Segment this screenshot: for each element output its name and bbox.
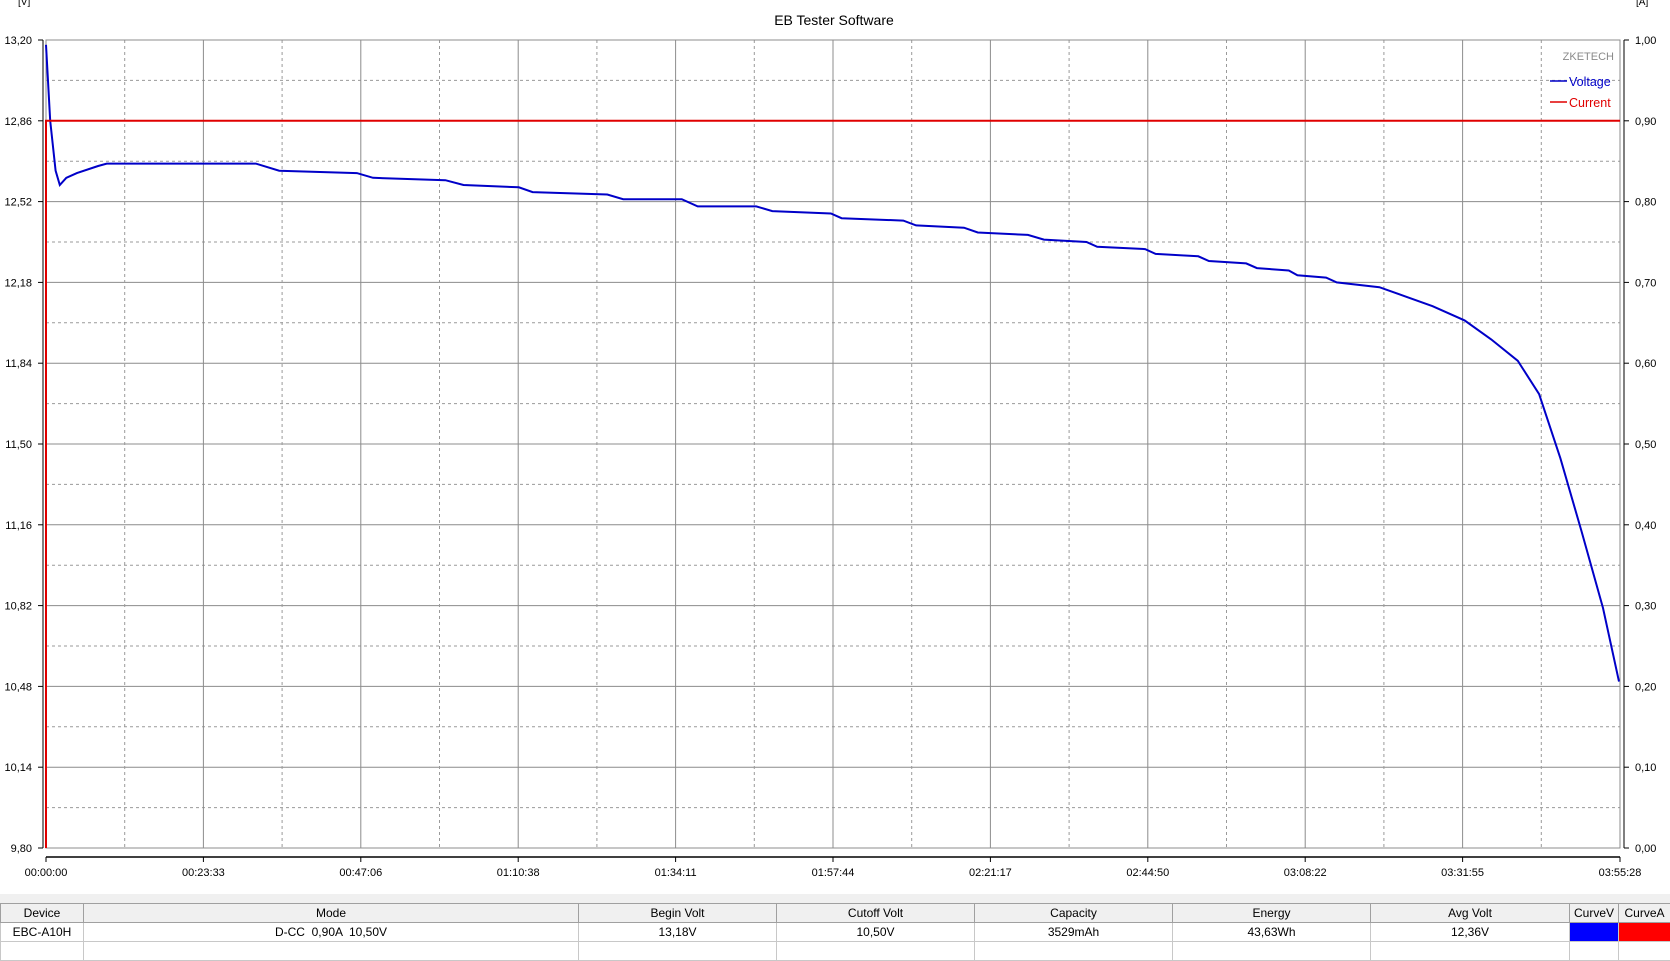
separator-band	[0, 894, 1670, 903]
left-axis-tick-label: 10,82	[4, 601, 32, 613]
header-device[interactable]: Device	[0, 903, 84, 923]
empty-cell	[1370, 941, 1570, 961]
x-axis-tick-label: 00:47:06	[339, 867, 382, 879]
empty-cell	[974, 941, 1173, 961]
cell-curve-v-color[interactable]	[1569, 922, 1619, 942]
right-axis-tick-label: 0,10	[1635, 762, 1656, 774]
x-axis-tick-label: 01:34:11	[655, 867, 697, 879]
empty-cell	[83, 941, 579, 961]
right-axis-tick-label: 0,80	[1635, 197, 1656, 209]
x-axis-tick-label: 03:08:22	[1284, 867, 1327, 879]
x-axis-tick-label: 03:55:28	[1599, 867, 1642, 879]
cell-mode: D-CC 0,90A 10,50V	[83, 922, 579, 942]
table-row[interactable]: EBC-A10H D-CC 0,90A 10,50V 13,18V 10,50V…	[0, 922, 1670, 942]
header-capacity[interactable]: Capacity	[974, 903, 1173, 923]
axes: 13,20 12,86 12,52 12,18 11,84 11,50 11,16 10,82…	[4, 35, 1656, 879]
right-axis-tick-label: 0,90	[1635, 116, 1656, 128]
results-table: Device Mode Begin Volt Cutoff Volt Capac…	[0, 903, 1670, 961]
grid	[45, 39, 1621, 849]
left-axis-tick-label: 12,86	[4, 116, 32, 128]
right-axis-tick-label: 0,00	[1635, 843, 1656, 855]
right-axis-tick-label: 0,60	[1635, 358, 1656, 370]
left-axis-tick-label: 9,80	[11, 843, 32, 855]
left-axis-tick-label: 11,16	[5, 520, 32, 532]
header-curve-v[interactable]: CurveV	[1569, 903, 1619, 923]
empty-cell	[1172, 941, 1371, 961]
empty-cell	[578, 941, 777, 961]
right-axis-unit: [A]	[1636, 0, 1648, 8]
table-row-empty	[0, 941, 1670, 961]
empty-cell	[1569, 941, 1619, 961]
right-axis-tick-label: 1,00	[1635, 35, 1656, 47]
empty-cell	[1618, 941, 1670, 961]
empty-cell	[0, 941, 84, 961]
legend-voltage-label: Voltage	[1569, 75, 1611, 89]
right-axis-tick-label: 0,40	[1635, 520, 1656, 532]
left-axis-tick-label: 10,14	[4, 762, 32, 774]
header-curve-a[interactable]: CurveA	[1618, 903, 1670, 923]
header-energy[interactable]: Energy	[1172, 903, 1371, 923]
left-axis-tick-label: 10,48	[4, 681, 32, 693]
series-layer	[45, 44, 1620, 848]
header-cutoff-volt[interactable]: Cutoff Volt	[776, 903, 975, 923]
voltage-current-chart: EB Tester Software [V] [A] 13,20 12,86 12,…	[4, 0, 1656, 879]
x-axis-tick-label: 02:21:17	[969, 867, 1012, 879]
x-axis-tick-label: 00:23:33	[182, 867, 225, 879]
voltage-line	[45, 44, 1620, 682]
chart-title: EB Tester Software	[774, 12, 894, 28]
cell-cutoff-volt: 10,50V	[776, 922, 975, 942]
x-axis-tick-label: 01:57:44	[812, 867, 855, 879]
header-mode[interactable]: Mode	[83, 903, 579, 923]
empty-cell	[776, 941, 975, 961]
right-axis-tick-label: 0,70	[1635, 277, 1656, 289]
cell-avg-volt: 12,36V	[1370, 922, 1570, 942]
x-axis-tick-label: 02:44:50	[1126, 867, 1169, 879]
header-begin-volt[interactable]: Begin Volt	[578, 903, 777, 923]
header-avg-volt[interactable]: Avg Volt	[1370, 903, 1570, 923]
left-axis-tick-label: 11,84	[5, 358, 32, 370]
cell-begin-volt: 13,18V	[578, 922, 777, 942]
cell-device: EBC-A10H	[0, 922, 84, 942]
left-axis-tick-label: 12,52	[4, 197, 32, 209]
x-axis-tick-label: 03:31:55	[1441, 867, 1484, 879]
left-axis-tick-label: 12,18	[4, 277, 32, 289]
right-axis-tick-label: 0,50	[1635, 439, 1656, 451]
right-axis-tick-label: 0,20	[1635, 681, 1656, 693]
watermark-zketech: ZKETECH	[1563, 51, 1614, 63]
legend-current-label: Current	[1569, 96, 1611, 110]
cell-energy: 43,63Wh	[1172, 922, 1371, 942]
cell-capacity: 3529mAh	[974, 922, 1173, 942]
left-axis-tick-label: 13,20	[4, 35, 32, 47]
left-axis-unit: [V]	[18, 0, 30, 8]
legend: ZKETECH Voltage Current	[1550, 51, 1614, 110]
x-axis-tick-label: 01:10:38	[497, 867, 540, 879]
cell-curve-a-color[interactable]	[1618, 922, 1670, 942]
x-axis-tick-label: 00:00:00	[25, 867, 68, 879]
right-axis-tick-label: 0,30	[1635, 601, 1656, 613]
current-line	[45, 119, 1620, 848]
left-axis-tick-label: 11,50	[5, 439, 32, 451]
table-header-row: Device Mode Begin Volt Cutoff Volt Capac…	[0, 903, 1670, 923]
